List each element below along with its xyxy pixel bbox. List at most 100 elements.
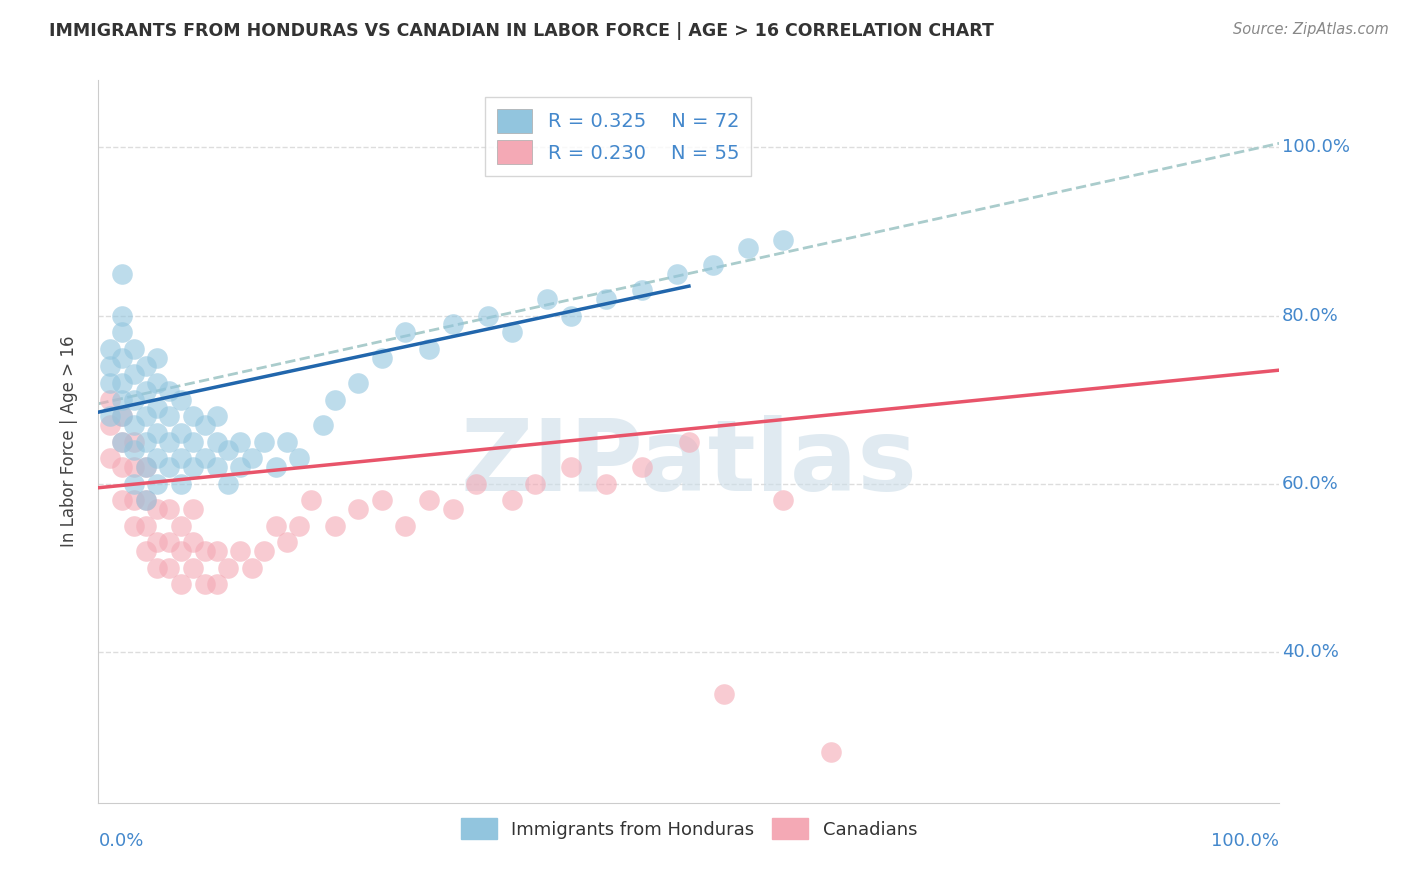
Point xyxy=(111,392,134,407)
Point xyxy=(323,392,346,407)
Point xyxy=(536,292,558,306)
Point xyxy=(205,409,228,424)
Point xyxy=(181,535,204,549)
Point xyxy=(371,351,394,365)
Point xyxy=(157,384,180,398)
Point xyxy=(181,459,204,474)
Point xyxy=(217,442,239,457)
Point xyxy=(146,426,169,441)
Point xyxy=(194,543,217,558)
Point xyxy=(122,434,145,449)
Point xyxy=(146,376,169,390)
Point xyxy=(181,560,204,574)
Point xyxy=(146,535,169,549)
Point xyxy=(418,342,440,356)
Point xyxy=(441,317,464,331)
Point xyxy=(347,501,370,516)
Point xyxy=(146,501,169,516)
Point xyxy=(194,417,217,432)
Point xyxy=(229,459,252,474)
Point xyxy=(713,687,735,701)
Point xyxy=(288,518,311,533)
Point xyxy=(157,434,180,449)
Point xyxy=(477,309,499,323)
Point xyxy=(229,434,252,449)
Point xyxy=(135,384,157,398)
Point xyxy=(135,359,157,373)
Point xyxy=(135,543,157,558)
Point xyxy=(135,493,157,508)
Point xyxy=(111,493,134,508)
Point xyxy=(217,476,239,491)
Point xyxy=(122,417,145,432)
Point xyxy=(98,359,121,373)
Point xyxy=(595,292,617,306)
Point xyxy=(111,376,134,390)
Point xyxy=(170,392,193,407)
Point xyxy=(122,476,145,491)
Point xyxy=(111,434,134,449)
Point xyxy=(157,560,180,574)
Point xyxy=(111,267,134,281)
Point xyxy=(146,476,169,491)
Point xyxy=(122,493,145,508)
Point xyxy=(229,543,252,558)
Point xyxy=(135,434,157,449)
Legend: Immigrants from Honduras, Canadians: Immigrants from Honduras, Canadians xyxy=(451,809,927,848)
Point xyxy=(264,459,287,474)
Point xyxy=(194,451,217,466)
Point xyxy=(122,442,145,457)
Point xyxy=(111,326,134,340)
Point xyxy=(666,267,689,281)
Point xyxy=(122,459,145,474)
Point xyxy=(135,409,157,424)
Text: Source: ZipAtlas.com: Source: ZipAtlas.com xyxy=(1233,22,1389,37)
Point xyxy=(98,409,121,424)
Point xyxy=(157,409,180,424)
Point xyxy=(157,459,180,474)
Point xyxy=(111,309,134,323)
Point xyxy=(98,451,121,466)
Point xyxy=(205,577,228,591)
Point xyxy=(394,326,416,340)
Point xyxy=(595,476,617,491)
Point xyxy=(170,518,193,533)
Point xyxy=(146,401,169,415)
Point xyxy=(240,451,263,466)
Point xyxy=(288,451,311,466)
Y-axis label: In Labor Force | Age > 16: In Labor Force | Age > 16 xyxy=(59,335,77,548)
Point xyxy=(264,518,287,533)
Point xyxy=(170,451,193,466)
Point xyxy=(702,258,724,272)
Point xyxy=(678,434,700,449)
Point xyxy=(98,417,121,432)
Point xyxy=(560,459,582,474)
Text: 0.0%: 0.0% xyxy=(98,831,143,850)
Point xyxy=(630,283,652,297)
Text: 100.0%: 100.0% xyxy=(1212,831,1279,850)
Point xyxy=(111,434,134,449)
Point xyxy=(157,535,180,549)
Text: 60.0%: 60.0% xyxy=(1282,475,1339,492)
Point xyxy=(253,543,276,558)
Point xyxy=(394,518,416,533)
Point xyxy=(122,368,145,382)
Point xyxy=(347,376,370,390)
Point xyxy=(98,376,121,390)
Point xyxy=(98,392,121,407)
Point xyxy=(276,434,298,449)
Text: IMMIGRANTS FROM HONDURAS VS CANADIAN IN LABOR FORCE | AGE > 16 CORRELATION CHART: IMMIGRANTS FROM HONDURAS VS CANADIAN IN … xyxy=(49,22,994,40)
Point xyxy=(170,543,193,558)
Point xyxy=(98,342,121,356)
Point xyxy=(299,493,322,508)
Point xyxy=(135,459,157,474)
Point xyxy=(630,459,652,474)
Point xyxy=(135,459,157,474)
Point xyxy=(122,518,145,533)
Point xyxy=(181,501,204,516)
Point xyxy=(122,392,145,407)
Point xyxy=(501,326,523,340)
Point xyxy=(820,745,842,759)
Point xyxy=(323,518,346,533)
Point xyxy=(146,451,169,466)
